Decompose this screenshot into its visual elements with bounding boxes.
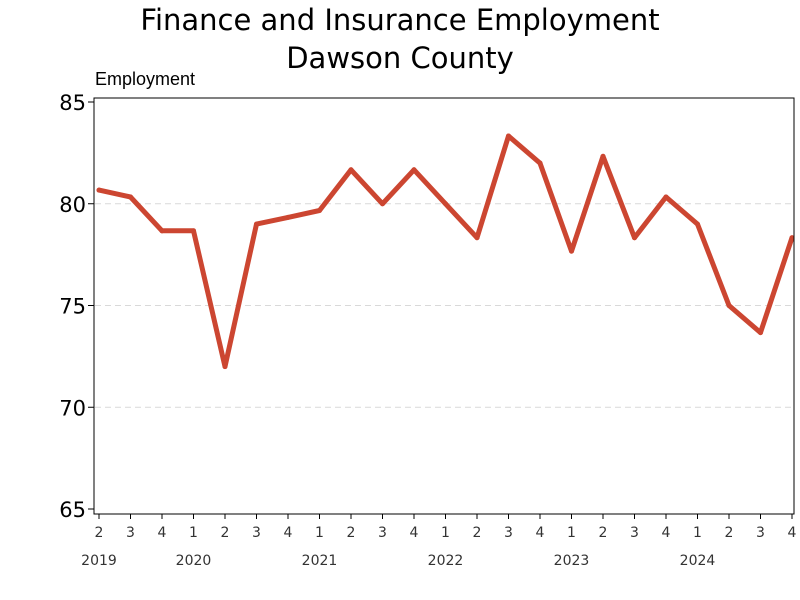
x-tick-label-2: 4 (158, 525, 167, 541)
data-point-15 (569, 248, 574, 254)
x-tick-label-4: 2 (221, 525, 230, 541)
data-point-1 (128, 194, 133, 200)
x-tick-label-0: 2 (95, 525, 104, 541)
y-tick-label-65: 65 (59, 498, 86, 522)
x-tick-label-1: 3 (126, 525, 135, 541)
data-point-5 (254, 221, 259, 227)
data-point-17 (632, 235, 637, 241)
data-point-11 (443, 201, 448, 207)
data-point-8 (348, 167, 354, 173)
data-point-9 (380, 201, 385, 207)
data-point-7 (317, 207, 322, 213)
data-point-12 (474, 235, 480, 241)
y-axis-label: Employment (95, 69, 195, 89)
x-tick-label-12: 2 (473, 525, 482, 541)
data-point-13 (506, 133, 511, 139)
x-tick-label-18: 4 (662, 525, 671, 541)
data-point-4 (222, 364, 228, 370)
chart-title-line-1: Finance and Insurance Employment (140, 3, 659, 37)
x-tick-label-14: 4 (536, 525, 545, 541)
x-tick-label-10: 4 (410, 525, 419, 541)
x-tick-label-22: 4 (788, 525, 797, 541)
data-point-14 (537, 160, 543, 166)
data-point-20 (726, 303, 732, 308)
x-tick-label-19: 1 (693, 525, 702, 541)
y-tick-label-70: 70 (59, 396, 86, 420)
x-tick-label-9: 3 (378, 525, 387, 541)
x-tick-label-11: 1 (441, 525, 450, 541)
y-tick-label-85: 85 (59, 91, 86, 115)
x-axis-year-labels: 2019 2020 2021 2022 2023 2024 (81, 553, 715, 569)
x-tick-label-3: 1 (189, 525, 198, 541)
year-label-2020: 2020 (176, 553, 212, 569)
plot-frame (93, 97, 795, 515)
y-axis-ticks: 65 70 75 80 85 (59, 91, 94, 522)
year-label-2023: 2023 (554, 553, 590, 569)
data-point-18 (663, 194, 669, 200)
data-point-21 (758, 330, 763, 336)
data-point-0 (96, 187, 102, 193)
x-tick-label-17: 3 (630, 525, 639, 541)
x-axis-ticks: 2 3 4 1 2 3 4 1 2 3 4 1 2 3 4 1 2 3 4 1 2 3 4 (95, 514, 797, 541)
data-point-10 (411, 167, 417, 173)
x-tick-label-8: 2 (347, 525, 356, 541)
x-tick-label-21: 3 (756, 525, 765, 541)
year-label-2024: 2024 (680, 553, 716, 569)
x-tick-label-16: 2 (599, 525, 608, 541)
data-point-19 (695, 221, 700, 227)
x-tick-label-20: 2 (725, 525, 734, 541)
grid-lines (95, 203, 793, 408)
data-point-22 (789, 235, 795, 241)
x-tick-label-7: 1 (315, 525, 324, 541)
data-point-3 (191, 228, 196, 234)
year-label-2021: 2021 (302, 553, 338, 569)
x-tick-label-6: 4 (284, 525, 293, 541)
data-point-6 (285, 214, 291, 220)
data-point-2 (159, 228, 165, 234)
y-tick-label-80: 80 (59, 193, 86, 217)
year-label-2022: 2022 (428, 553, 464, 569)
chart-title-line-2: Dawson County (286, 41, 514, 75)
x-tick-label-15: 1 (567, 525, 576, 541)
series-line-0 (96, 133, 795, 370)
data-point-16 (600, 153, 606, 159)
year-label-2019: 2019 (81, 553, 117, 569)
y-tick-label-75: 75 (59, 295, 86, 319)
series-layer (96, 133, 795, 370)
x-tick-label-13: 3 (504, 525, 513, 541)
x-tick-label-5: 3 (252, 525, 261, 541)
